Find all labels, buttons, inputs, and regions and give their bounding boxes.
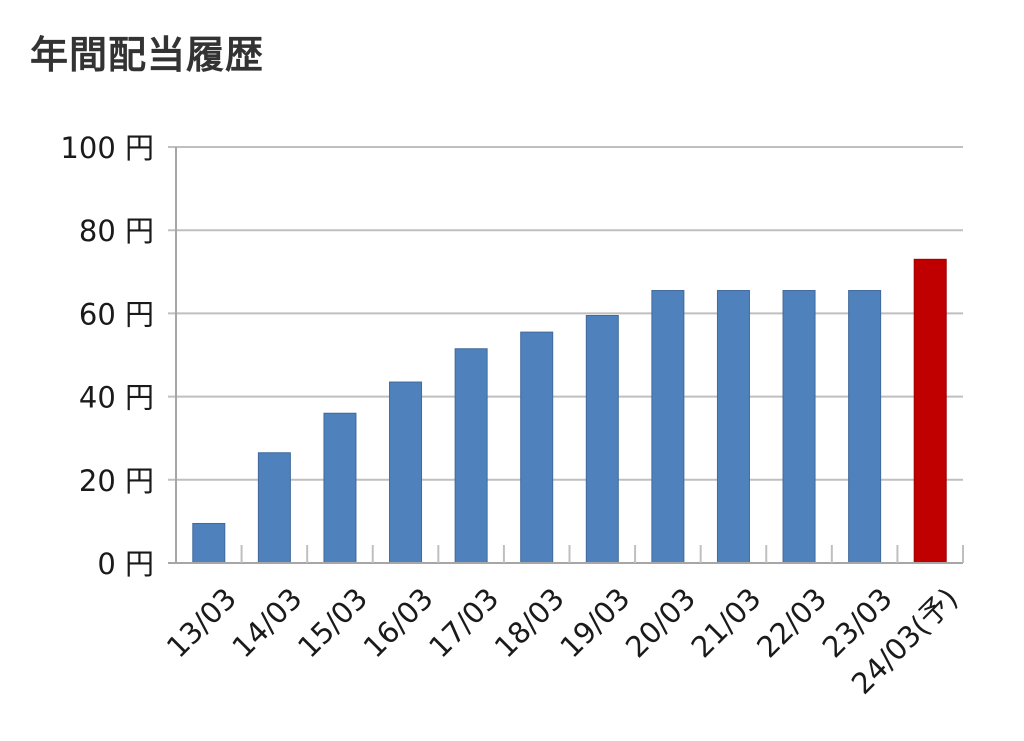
gridlines: [168, 146, 963, 481]
bar: [389, 381, 423, 564]
x-tick-label: 17/03: [422, 581, 505, 664]
x-tick-label: 21/03: [685, 581, 768, 664]
bar: [716, 290, 750, 564]
bar: [651, 290, 685, 564]
bar: [192, 522, 226, 564]
bar: [585, 314, 619, 564]
bar: [782, 290, 816, 564]
x-tick-label: 20/03: [619, 581, 702, 664]
x-axis-tick-labels: 13/0314/0315/0316/0317/0318/0319/0320/03…: [160, 581, 965, 701]
y-tick-label: 60 円: [79, 297, 154, 331]
x-tick-label: 18/03: [488, 581, 571, 664]
x-tick-label: 13/03: [160, 581, 243, 664]
axes: [168, 147, 964, 564]
bars: [192, 258, 947, 564]
bar-forecast: [913, 258, 947, 564]
x-tick-label: 16/03: [357, 581, 440, 664]
bar: [454, 348, 488, 564]
x-tick-label: 22/03: [750, 581, 833, 664]
x-tick-label: 15/03: [291, 581, 374, 664]
bar: [257, 452, 291, 564]
bar: [323, 412, 357, 564]
y-axis-tick-labels: 0 円 20 円 40 円 60 円 80 円 100 円: [60, 131, 154, 581]
y-tick-label: 0 円: [97, 547, 154, 581]
chart-title: 年間配当履歴: [30, 33, 265, 77]
x-tick-label: 19/03: [553, 581, 636, 664]
x-tick-label: 14/03: [225, 581, 308, 664]
bar: [848, 290, 882, 564]
y-tick-label: 100 円: [60, 131, 154, 165]
y-tick-label: 40 円: [79, 381, 154, 415]
bar: [520, 331, 554, 564]
y-tick-label: 20 円: [79, 464, 154, 498]
y-tick-label: 80 円: [79, 214, 154, 248]
